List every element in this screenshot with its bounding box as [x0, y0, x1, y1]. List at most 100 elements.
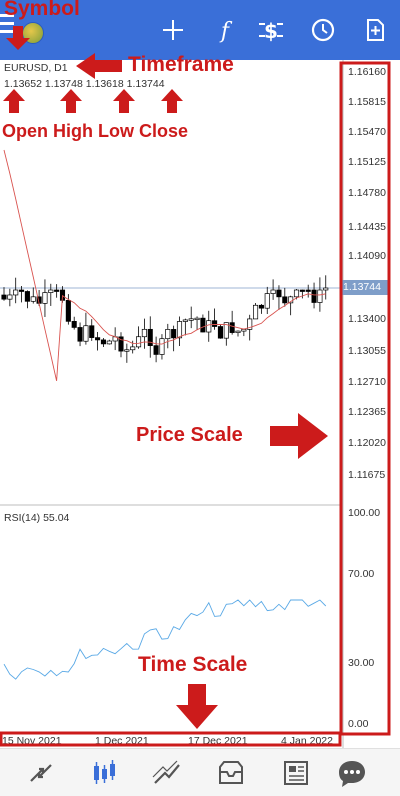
candle-body [100, 339, 107, 345]
rsi-level-label: 30.00 [348, 657, 375, 669]
rsi-line [3, 599, 327, 680]
quotes-icon[interactable] [23, 757, 59, 789]
time-label: 4 Jan 2022 [281, 735, 333, 747]
candle-body [48, 289, 54, 293]
rsi-level-label: 70.00 [348, 568, 375, 580]
time-label: 17 Dec 2021 [188, 735, 248, 747]
candle-body [206, 320, 212, 333]
price-label: 1.12365 [348, 406, 386, 418]
candle-body [106, 340, 112, 345]
rsi-level-label: 0.00 [348, 718, 369, 730]
candle-body [323, 287, 329, 291]
candle-body [270, 289, 276, 294]
price-label: 1.12710 [348, 376, 386, 388]
candle-body [217, 326, 224, 339]
crosshair-icon[interactable] [157, 14, 189, 46]
candle-body [247, 318, 253, 330]
candle-body [264, 293, 270, 309]
price-label: 1.16160 [348, 66, 386, 78]
price-label: 1.15815 [348, 96, 386, 108]
price-label: 1.15470 [348, 126, 386, 138]
ohlc-annotation: Open High Low Close [2, 121, 189, 141]
candle-body [24, 291, 30, 302]
candle-body [136, 336, 142, 348]
history-nav-icon[interactable] [213, 757, 249, 789]
price-label: 1.15125 [348, 156, 386, 168]
candle-body [153, 345, 159, 355]
candle-body [130, 346, 136, 351]
price-label: 1.14780 [348, 187, 386, 199]
time-label: 15 Nov 2021 [2, 735, 62, 747]
candle-body [165, 329, 171, 340]
candle-body [223, 322, 229, 339]
candle-body [200, 317, 206, 333]
candle-body [30, 296, 36, 302]
moving-average-line [3, 149, 326, 381]
price-label: 1.11675 [348, 469, 386, 481]
candle-body [194, 317, 200, 321]
price-scale-annotation: Price Scale [136, 424, 243, 446]
trade-nav-icon[interactable] [149, 757, 185, 789]
add-icon[interactable] [359, 14, 391, 46]
candle-body [188, 318, 194, 321]
candle-body [293, 289, 300, 298]
candle-body [141, 328, 147, 338]
price-label: 1.13055 [348, 345, 386, 357]
news-icon[interactable] [277, 757, 313, 789]
rsi-level-label: 100.00 [348, 507, 381, 519]
price-chart[interactable] [0, 60, 400, 748]
candle-body [305, 289, 311, 292]
candle-body [95, 337, 101, 341]
price-label: 1.13400 [348, 313, 386, 325]
candle-body [253, 304, 259, 320]
candle-body [89, 325, 95, 338]
current-price-tag: 1.13744 [340, 280, 390, 295]
candle-body [317, 289, 323, 303]
price-label: 1.14090 [348, 250, 386, 262]
candle-body [19, 289, 25, 292]
history-icon[interactable] [307, 14, 339, 46]
candle-body [159, 338, 165, 355]
indicators-icon[interactable]: f [209, 14, 241, 46]
rsi-indicator-label: RSI(14) 55.04 [4, 512, 70, 524]
candle-body [147, 328, 153, 346]
trade-icon[interactable]: $ [255, 14, 287, 46]
price-label: 1.14435 [348, 221, 386, 233]
candles-layer [1, 275, 329, 363]
candle-body [171, 329, 177, 339]
candle-body [176, 321, 183, 339]
candle-body [77, 327, 83, 342]
candle-body [258, 304, 264, 309]
candle-body [311, 289, 317, 303]
candle-body [13, 289, 19, 296]
candle-body [235, 330, 241, 333]
bottom-navigation [0, 748, 400, 796]
candle-body [7, 294, 13, 300]
candle-body [212, 320, 218, 327]
symbol-logo [22, 22, 44, 44]
symbol-timeframe-label: EURUSD, D1 [4, 62, 68, 74]
candle-body [65, 299, 71, 322]
svg-text:f: f [219, 19, 233, 44]
timeframe-annotation: Timeframe [128, 53, 234, 76]
candle-body [276, 289, 282, 298]
price-label: 1.12020 [348, 437, 386, 449]
candle-body [182, 319, 188, 322]
candle-body [124, 349, 130, 352]
candle-body [42, 292, 48, 304]
candle-body [118, 336, 124, 352]
candle-body [83, 325, 89, 342]
candle-body [229, 322, 235, 333]
candle-body [1, 294, 7, 300]
chart-icon[interactable] [86, 757, 122, 789]
svg-text:$: $ [264, 19, 278, 43]
candle-body [241, 329, 247, 332]
time-label: 1 Dec 2021 [95, 735, 149, 747]
symbol-annotation: Symbol [4, 0, 80, 20]
candle-body [282, 296, 288, 304]
time-scale-annotation: Time Scale [138, 653, 248, 676]
chat-icon[interactable] [334, 757, 370, 789]
chart-area[interactable]: EURUSD, D1 1.13652 1.13748 1.13618 1.137… [0, 60, 400, 748]
ohlc-values: 1.13652 1.13748 1.13618 1.13744 [4, 78, 165, 90]
candle-body [71, 321, 77, 328]
